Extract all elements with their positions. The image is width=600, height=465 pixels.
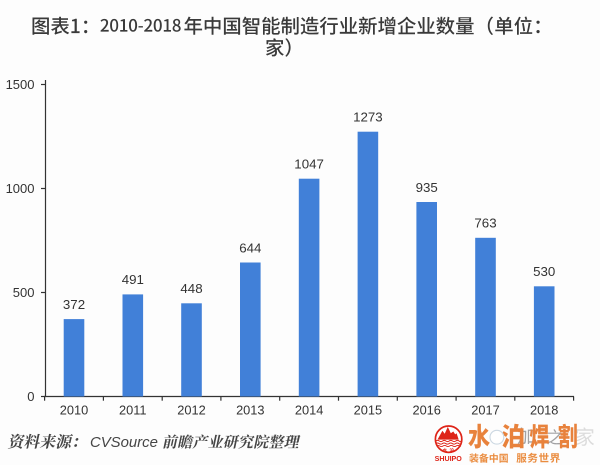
svg-text:1500: 1500 [6,77,35,92]
svg-text:491: 491 [122,272,144,287]
svg-text:2011: 2011 [119,402,147,417]
svg-text:372: 372 [63,297,85,312]
svg-text:644: 644 [239,240,261,255]
svg-text:2013: 2013 [236,402,264,417]
svg-text:530: 530 [533,264,555,279]
svg-text:2015: 2015 [354,402,382,417]
svg-text:CVSource: CVSource [90,435,158,451]
svg-text:2012: 2012 [177,402,205,417]
svg-text:2014: 2014 [295,402,323,417]
svg-text:2017: 2017 [471,402,499,417]
svg-text:1273: 1273 [353,110,383,125]
svg-text:2016: 2016 [412,402,440,417]
svg-text:SHUIPO: SHUIPO [435,455,463,463]
svg-text:763: 763 [474,216,496,231]
svg-text:2018: 2018 [530,402,558,417]
svg-text:2010: 2010 [60,402,88,417]
svg-text:0: 0 [27,389,34,404]
svg-text:448: 448 [180,281,202,296]
svg-text:935: 935 [416,180,438,195]
svg-text:1000: 1000 [6,181,35,196]
svg-text:1047: 1047 [294,157,324,172]
svg-text:500: 500 [13,285,35,300]
